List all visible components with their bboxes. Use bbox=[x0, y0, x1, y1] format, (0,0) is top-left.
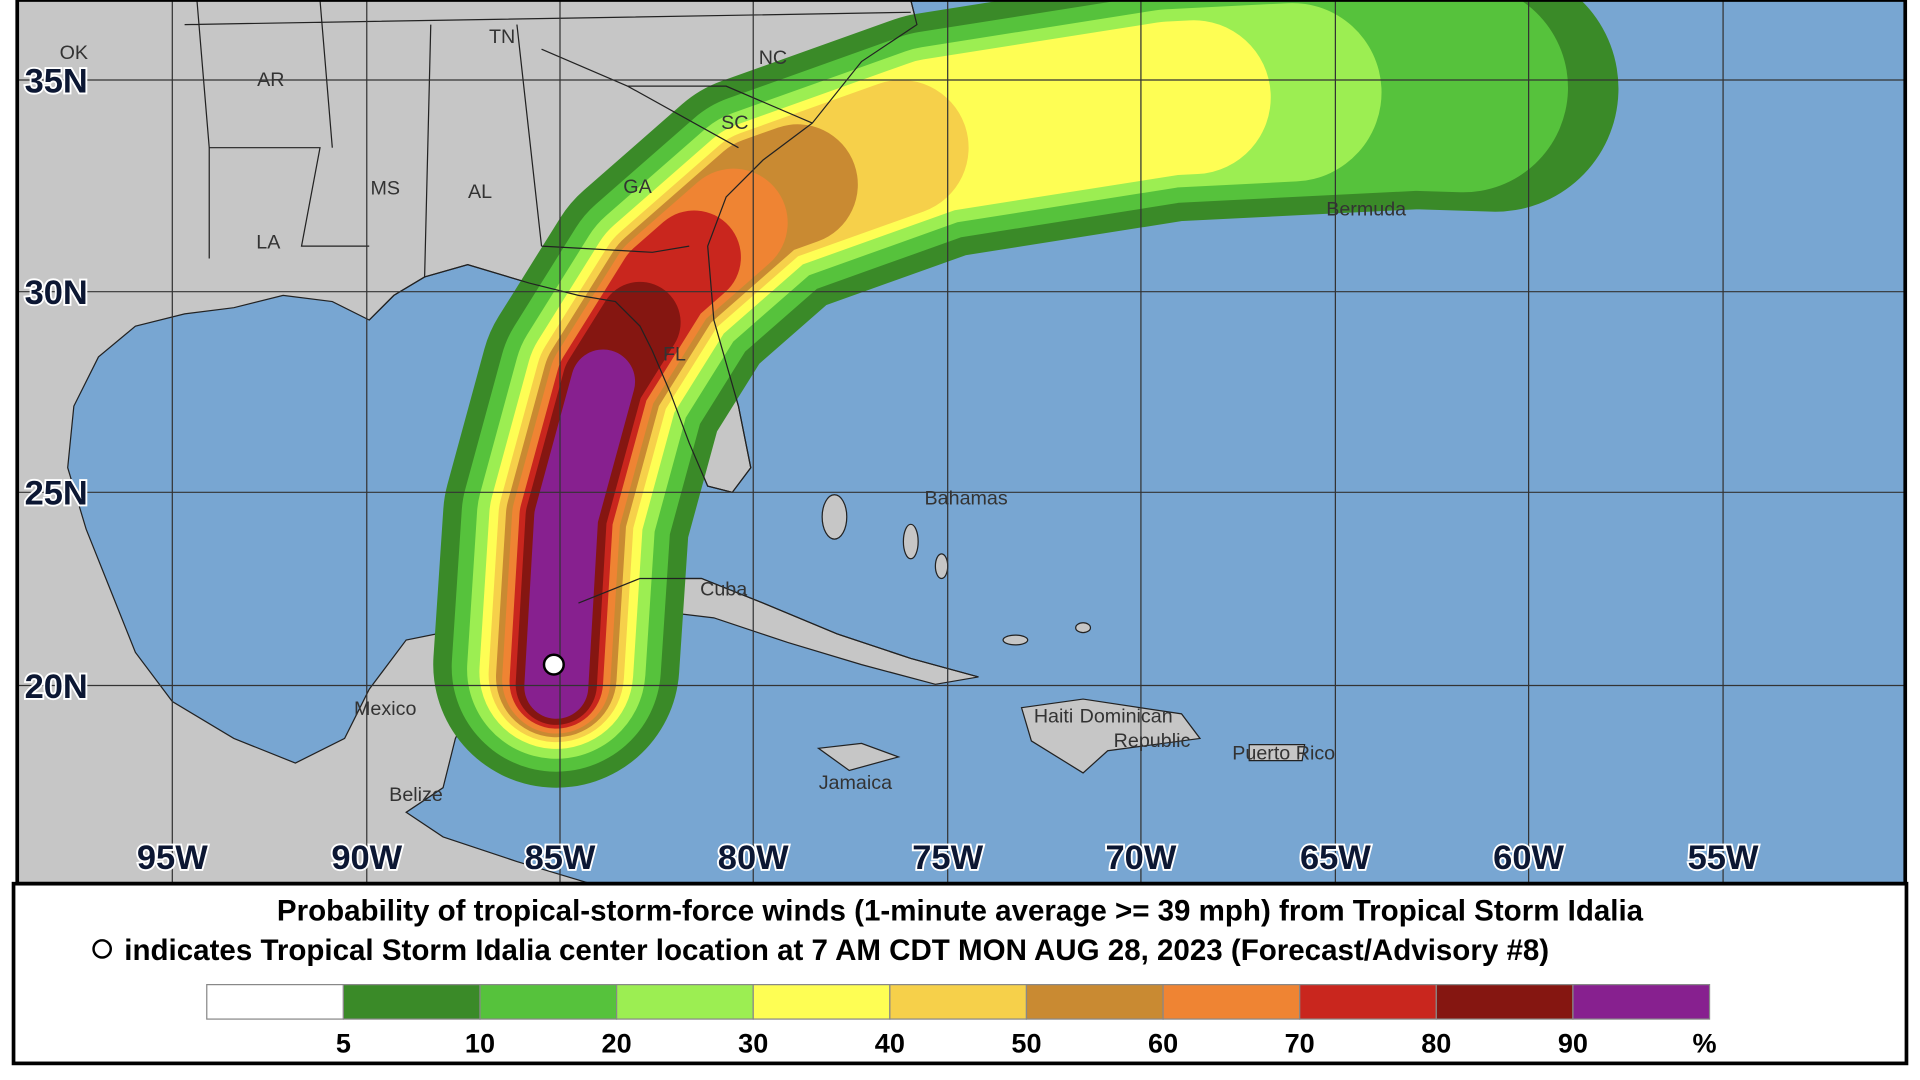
legend-tick-label: 50 bbox=[1011, 1027, 1041, 1058]
latitude-label: 35N bbox=[25, 62, 88, 100]
legend-swatch bbox=[752, 984, 891, 1020]
bahamas-island bbox=[1002, 634, 1029, 646]
place-label: MS bbox=[370, 177, 400, 199]
legend-swatch bbox=[1025, 984, 1164, 1020]
latitude-label: 25N bbox=[25, 475, 88, 513]
legend-tick-label: 30 bbox=[738, 1027, 768, 1058]
place-label: Republic bbox=[1114, 730, 1191, 752]
legend-tick-label: 60 bbox=[1148, 1027, 1178, 1058]
map: OK AR TN NC SC GA MS AL LA FL Bermuda Ba… bbox=[17, 0, 1906, 884]
latitude-label: 30N bbox=[25, 274, 88, 312]
place-label: Bahamas bbox=[925, 488, 1008, 510]
hispaniola bbox=[1020, 698, 1202, 774]
place-label: Dominican bbox=[1080, 705, 1173, 727]
legend-swatch bbox=[1299, 984, 1437, 1020]
bahamas-island bbox=[902, 523, 919, 560]
caption-line: Probability of tropical-storm-force wind… bbox=[277, 895, 1644, 928]
state-lines bbox=[184, 0, 911, 277]
legend-tick-label: 40 bbox=[875, 1027, 905, 1058]
legend-unit: % bbox=[1693, 1027, 1717, 1058]
graticule bbox=[17, 0, 1906, 884]
place-label: FL bbox=[663, 344, 686, 366]
legend-swatch bbox=[479, 984, 618, 1020]
place-labels: OK AR TN NC SC GA MS AL LA FL Bermuda Ba… bbox=[60, 26, 1407, 806]
puerto-rico bbox=[1248, 744, 1306, 762]
legend-tick-label: 90 bbox=[1558, 1027, 1588, 1058]
place-label: GA bbox=[623, 176, 652, 198]
center-symbol bbox=[92, 939, 112, 959]
longitude-label: 60W bbox=[1493, 839, 1564, 877]
legend-tick-label: 10 bbox=[465, 1027, 495, 1058]
jamaica bbox=[816, 742, 901, 772]
longitude-label: 80W bbox=[718, 839, 789, 877]
place-label: SC bbox=[721, 112, 748, 134]
cuba-outline bbox=[578, 577, 979, 678]
longitude-label: 75W bbox=[912, 839, 983, 877]
legend-swatch bbox=[1435, 984, 1574, 1020]
bahamas-island bbox=[1075, 622, 1092, 634]
legend-tick-label: 80 bbox=[1421, 1027, 1451, 1058]
place-label: Mexico bbox=[354, 698, 416, 720]
place-label: LA bbox=[256, 232, 281, 254]
place-label: NC bbox=[759, 47, 787, 69]
longitude-label: 90W bbox=[331, 839, 402, 877]
place-label: AR bbox=[257, 69, 284, 91]
legend-tick-label: 70 bbox=[1285, 1027, 1315, 1058]
legend-tick-label: 5 bbox=[336, 1027, 351, 1058]
latitude-label: 20N bbox=[25, 668, 88, 706]
longitude-label: 95W bbox=[137, 839, 208, 877]
legend-swatch bbox=[1572, 984, 1711, 1020]
place-label: Haiti bbox=[1034, 705, 1073, 727]
axis-labels: 35N 30N 25N 20N 95W 90W 85W 80W 75W 70W 65W 60W 55W bbox=[23, 60, 1761, 878]
bahamas-island bbox=[821, 494, 848, 540]
coastline bbox=[368, 0, 918, 494]
legend-swatch bbox=[889, 984, 1028, 1020]
place-label: Puerto Rico bbox=[1232, 742, 1335, 764]
longitude-label: 65W bbox=[1300, 839, 1371, 877]
bahamas-island bbox=[934, 553, 949, 580]
place-label: Bermuda bbox=[1326, 198, 1406, 220]
legend-tick-label: 20 bbox=[602, 1027, 632, 1058]
longitude-label: 55W bbox=[1688, 839, 1759, 877]
place-label: Cuba bbox=[700, 579, 747, 601]
place-label: Jamaica bbox=[819, 772, 892, 794]
caption-line: indicates Tropical Storm Idalia center l… bbox=[124, 934, 1549, 967]
place-label: AL bbox=[468, 181, 492, 203]
place-label: Belize bbox=[389, 784, 443, 806]
borders bbox=[184, 0, 979, 678]
longitude-label: 85W bbox=[525, 839, 596, 877]
caption-box bbox=[11, 881, 1909, 1066]
legend-swatch bbox=[342, 984, 481, 1020]
legend-swatch bbox=[616, 984, 754, 1020]
legend: 5 10 20 30 40 50 60 70 80 90% bbox=[206, 984, 1717, 1058]
storm-center bbox=[542, 653, 565, 676]
legend-swatch bbox=[206, 984, 344, 1020]
legend-swatch bbox=[1162, 984, 1301, 1020]
place-label: TN bbox=[489, 26, 515, 48]
longitude-label: 70W bbox=[1106, 839, 1177, 877]
place-label: OK bbox=[60, 42, 88, 64]
